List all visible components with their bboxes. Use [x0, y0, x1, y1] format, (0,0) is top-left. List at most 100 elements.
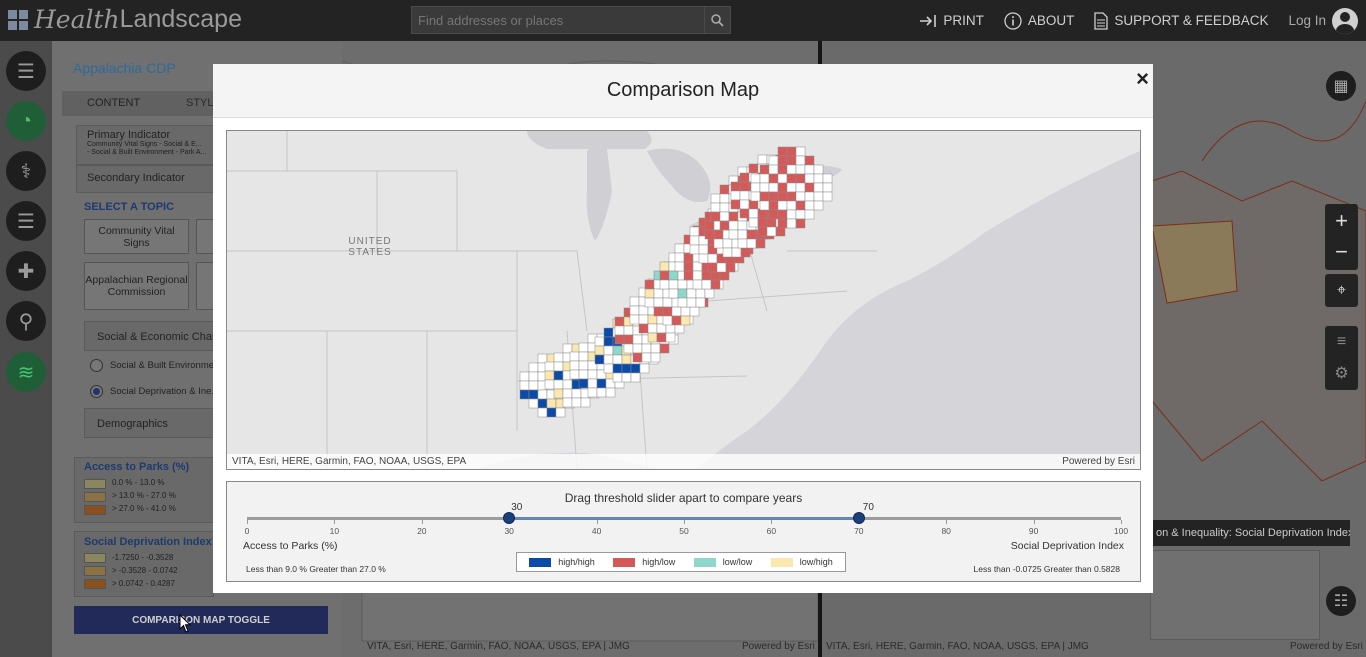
county-cell[interactable]: [578, 378, 589, 389]
county-cell[interactable]: [553, 361, 564, 372]
county-cell[interactable]: [795, 218, 806, 229]
county-cell[interactable]: [578, 342, 589, 353]
county-cell[interactable]: [813, 182, 824, 193]
county-cell[interactable]: [748, 217, 759, 228]
county-cell[interactable]: [674, 243, 685, 254]
county-cell[interactable]: [746, 238, 757, 249]
county-cell[interactable]: [644, 279, 655, 290]
county-cell[interactable]: [777, 182, 788, 193]
nav-location-pin-icon[interactable]: ⚲: [6, 301, 46, 341]
county-cell[interactable]: [692, 261, 703, 272]
county-cell[interactable]: [710, 202, 721, 213]
county-cell[interactable]: [537, 407, 548, 418]
county-cell[interactable]: [701, 270, 712, 281]
county-cell[interactable]: [603, 345, 614, 356]
county-cell[interactable]: [571, 388, 582, 399]
county-cell[interactable]: [786, 164, 797, 175]
county-cell[interactable]: [659, 261, 670, 272]
county-cell[interactable]: [786, 173, 797, 184]
county-cell[interactable]: [594, 354, 605, 365]
county-cell[interactable]: [553, 370, 564, 381]
county-cell[interactable]: [704, 229, 715, 240]
county-cell[interactable]: [596, 378, 607, 389]
topic-arc-button[interactable]: Appalachian Regional Commission: [84, 262, 189, 310]
county-cell[interactable]: [822, 182, 833, 193]
county-cell[interactable]: [596, 387, 607, 398]
county-cell[interactable]: [629, 296, 640, 307]
county-cell[interactable]: [777, 209, 788, 220]
county-cell[interactable]: [677, 279, 688, 290]
county-cell[interactable]: [528, 371, 539, 382]
county-cell[interactable]: [647, 314, 658, 325]
county-cell[interactable]: [719, 220, 730, 231]
county-cell[interactable]: [748, 208, 759, 219]
county-cell[interactable]: [674, 261, 685, 272]
county-cell[interactable]: [719, 202, 730, 213]
county-cell[interactable]: [730, 181, 741, 192]
county-cell[interactable]: [546, 407, 557, 418]
county-cell[interactable]: [662, 297, 673, 308]
county-cell[interactable]: [768, 155, 779, 166]
county-cell[interactable]: [813, 173, 824, 184]
county-cell[interactable]: [656, 323, 667, 334]
county-cell[interactable]: [750, 173, 761, 184]
county-cell[interactable]: [519, 371, 530, 382]
county-cell[interactable]: [612, 354, 623, 365]
county-cell[interactable]: [644, 297, 655, 308]
county-cell[interactable]: [653, 288, 664, 299]
county-cell[interactable]: [562, 397, 573, 408]
county-cell[interactable]: [692, 270, 703, 281]
county-cell[interactable]: [638, 323, 649, 334]
county-cell[interactable]: [621, 372, 632, 383]
zoom-in-icon[interactable]: +: [1335, 208, 1348, 233]
county-cell[interactable]: [659, 270, 670, 281]
county-cell[interactable]: [668, 270, 679, 281]
county-cell[interactable]: [707, 262, 718, 273]
county-cell[interactable]: [730, 190, 741, 201]
county-cell[interactable]: [614, 325, 625, 336]
county-cell[interactable]: [603, 327, 614, 338]
county-cell[interactable]: [594, 336, 605, 347]
county-cell[interactable]: [562, 379, 573, 390]
county-cell[interactable]: [759, 200, 770, 211]
county-cell[interactable]: [786, 146, 797, 157]
county-cell[interactable]: [544, 370, 555, 381]
county-cell[interactable]: [528, 398, 539, 409]
county-cell[interactable]: [623, 343, 634, 354]
county-cell[interactable]: [689, 244, 700, 255]
county-cell[interactable]: [603, 363, 614, 374]
county-cell[interactable]: [519, 380, 530, 391]
radio-social-built-environment[interactable]: [90, 359, 103, 372]
county-cell[interactable]: [528, 389, 539, 400]
county-cell[interactable]: [722, 238, 733, 249]
county-cell[interactable]: [716, 262, 727, 273]
county-cell[interactable]: [562, 343, 573, 354]
county-cell[interactable]: [680, 306, 691, 317]
county-cell[interactable]: [544, 379, 555, 390]
county-cell[interactable]: [768, 173, 779, 184]
county-cell[interactable]: [612, 345, 623, 356]
county-cell[interactable]: [775, 226, 786, 237]
county-cell[interactable]: [777, 155, 788, 166]
county-cell[interactable]: [759, 182, 770, 193]
slider-high-handle[interactable]: [852, 512, 865, 524]
county-cell[interactable]: [605, 387, 616, 398]
county-cell[interactable]: [759, 164, 770, 175]
county-cell[interactable]: [689, 235, 700, 246]
county-cell[interactable]: [731, 247, 742, 258]
county-cell[interactable]: [777, 218, 788, 229]
county-cell[interactable]: [644, 288, 655, 299]
nav-layers-icon-2[interactable]: ☰: [6, 201, 46, 241]
nav-chart-icon[interactable]: ◔: [6, 101, 46, 141]
county-cell[interactable]: [739, 190, 750, 201]
county-cell[interactable]: [795, 146, 806, 157]
county-cell[interactable]: [578, 360, 589, 371]
county-cell[interactable]: [804, 164, 815, 175]
county-cell[interactable]: [519, 389, 530, 400]
county-cell[interactable]: [686, 288, 697, 299]
county-cell[interactable]: [748, 199, 759, 210]
county-cell[interactable]: [777, 146, 788, 157]
county-cell[interactable]: [701, 279, 712, 290]
county-cell[interactable]: [795, 182, 806, 193]
county-cell[interactable]: [692, 279, 703, 290]
